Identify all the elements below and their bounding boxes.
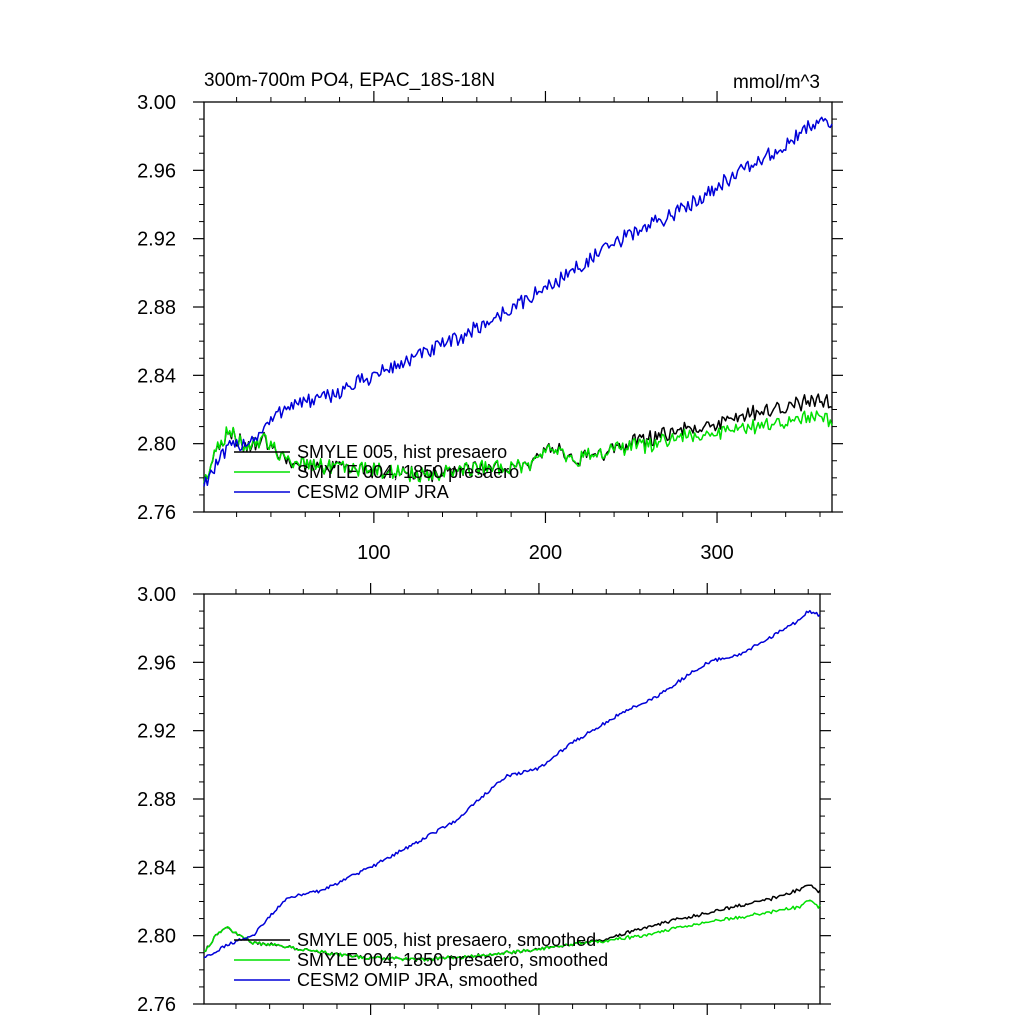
y-tick-label: 2.80 xyxy=(137,434,176,456)
y-tick-label: 2.96 xyxy=(137,652,176,674)
y-tick-label: 3.00 xyxy=(137,92,176,114)
legend-label-2: SMYLE 004, 1850 presaero, smoothed xyxy=(297,950,608,970)
y-tick-label: 2.80 xyxy=(137,926,176,948)
units-label: mmol/m^3 xyxy=(733,72,820,93)
legend-label-3: CESM2 OMIP JRA xyxy=(297,482,449,502)
y-tick-label: 2.84 xyxy=(137,857,176,879)
chart-top: 300m-700m PO4, EPAC_18S-18N mmol/m^3 2.7… xyxy=(137,70,843,564)
legend-label-2: SMYLE 004, 1850 presaero xyxy=(297,462,519,482)
y-tick-label: 3.00 xyxy=(137,584,176,606)
x-tick-label: 100 xyxy=(357,542,390,564)
series-line-3 xyxy=(203,609,821,959)
x-tick-label: 200 xyxy=(529,542,562,564)
y-tick-label: 2.76 xyxy=(137,994,176,1016)
y-tick-label: 2.88 xyxy=(137,297,176,319)
y-tick-label: 2.76 xyxy=(137,502,176,524)
x-tick-label: 300 xyxy=(700,542,733,564)
y-tick-label: 2.88 xyxy=(137,789,176,811)
chart-bottom: 2.76 2.80 2.84 2.88 2.92 2.96 3.00 SMYLE 005, h… xyxy=(137,583,831,1016)
y-tick-label: 2.84 xyxy=(137,365,176,387)
legend-label-1: SMYLE 005, hist presaero, smoothed xyxy=(297,930,596,950)
y-tick-label: 2.96 xyxy=(137,160,176,182)
plot-area-bottom: 2.76 2.80 2.84 2.88 2.92 2.96 3.00 SMYLE 005, h… xyxy=(137,583,831,1016)
y-tick-label: 2.92 xyxy=(137,721,176,743)
series-line-2 xyxy=(203,410,833,484)
y-tick-label: 2.92 xyxy=(137,229,176,251)
series-line-2 xyxy=(203,899,821,962)
legend-label-1: SMYLE 005, hist presaero xyxy=(297,442,507,462)
plot-area-top: 2.76 2.80 2.84 2.88 2.92 2.96 3.00 100 200 300 SMY… xyxy=(137,91,843,564)
legend-label-3: CESM2 OMIP JRA, smoothed xyxy=(297,970,538,990)
series-line-3 xyxy=(203,116,833,487)
chart-title: 300m-700m PO4, EPAC_18S-18N xyxy=(204,70,495,91)
